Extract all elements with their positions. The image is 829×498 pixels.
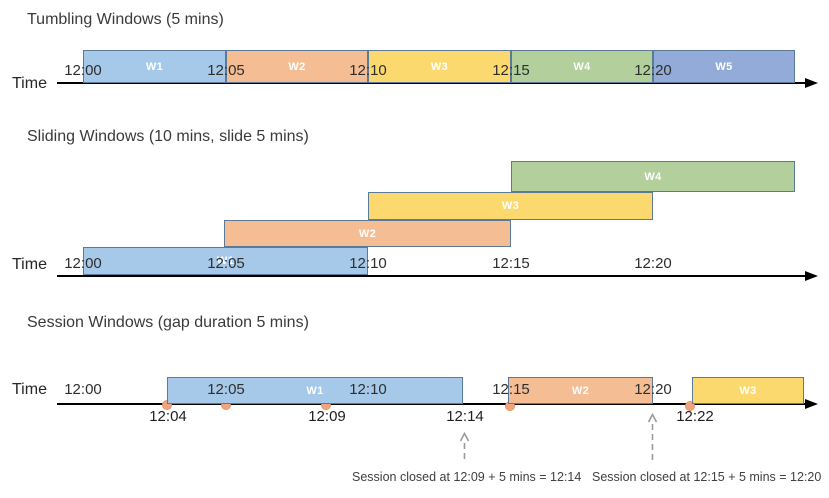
sliding-axis-arrow-icon: [805, 271, 818, 281]
dashed-up-arrow-icon: [647, 413, 658, 463]
window-label: W4: [644, 170, 662, 183]
tumbling-tick: 12:05: [207, 62, 245, 79]
tumbling-axis-arrow-icon: [805, 78, 818, 88]
sliding-window-w4: W4: [511, 161, 795, 192]
tumbling-tick: 12:00: [64, 62, 102, 79]
sliding-tick: 12:15: [492, 255, 530, 272]
sliding-tick: 12:20: [634, 255, 672, 272]
window-label: W1: [145, 60, 164, 73]
tumbling-tick: 12:15: [492, 62, 530, 79]
window-label: W3: [739, 384, 757, 397]
session-axis-label: Time: [12, 381, 47, 398]
sliding-tick: 12:05: [207, 255, 245, 272]
tumbling-window-w4: W4: [511, 50, 653, 83]
window-label: W1: [306, 384, 324, 397]
window-label: W3: [430, 60, 449, 73]
session-tick: 12:00: [64, 381, 102, 398]
session-time-axis: [57, 403, 807, 405]
session-tick: 12:20: [634, 381, 672, 398]
session-axis-arrow-icon: [805, 399, 818, 409]
tumbling-tick: 12:20: [634, 62, 672, 79]
session-tick: 12:15: [492, 381, 530, 398]
session-tick: 12:10: [349, 381, 387, 398]
session-window-w2: W2: [508, 377, 653, 404]
tumbling-axis-label: Time: [12, 75, 47, 92]
sliding-title: Sliding Windows (10 mins, slide 5 mins): [27, 128, 309, 145]
tumbling-time-axis: [57, 82, 807, 84]
tumbling-tick: 12:10: [349, 62, 387, 79]
tumbling-window-w5: W5: [653, 50, 795, 83]
window-label: W5: [715, 60, 733, 73]
session-annotation: Session closed at 12:15 + 5 mins = 12:20: [592, 470, 822, 484]
tumbling-window-w3: W3: [368, 50, 511, 83]
session-window-w1: W1: [167, 377, 463, 404]
tumbling-title: Tumbling Windows (5 mins): [27, 11, 224, 28]
sliding-tick: 12:10: [349, 255, 387, 272]
tumbling-window-w1: W1: [83, 50, 226, 83]
event-dot: [685, 401, 695, 411]
session-tick: 12:05: [207, 381, 245, 398]
window-label: W2: [571, 384, 590, 397]
event-time-label: 12:22: [676, 408, 714, 425]
event-time-label: 12:14: [446, 408, 484, 425]
sliding-axis-label: Time: [12, 256, 47, 273]
dashed-up-arrow-icon: [459, 432, 470, 463]
event-time-label: 12:09: [308, 408, 346, 425]
sliding-tick: 12:00: [64, 255, 102, 272]
sliding-window-w2: W2: [224, 220, 511, 247]
session-window-w3: W3: [692, 377, 804, 404]
session-title: Session Windows (gap duration 5 mins): [27, 314, 309, 331]
sliding-window-w3: W3: [368, 192, 653, 220]
window-label: W4: [573, 60, 591, 73]
sliding-window-w1: W1: [83, 247, 368, 275]
window-label: W3: [501, 200, 520, 212]
window-label: W2: [358, 227, 377, 240]
sliding-time-axis: [57, 275, 807, 277]
tumbling-window-w2: W2: [226, 50, 368, 83]
event-time-label: 12:04: [149, 408, 187, 425]
window-label: W1: [216, 255, 235, 267]
window-label: W2: [288, 60, 306, 73]
session-annotation: Session closed at 12:09 + 5 mins = 12:14: [352, 470, 582, 484]
